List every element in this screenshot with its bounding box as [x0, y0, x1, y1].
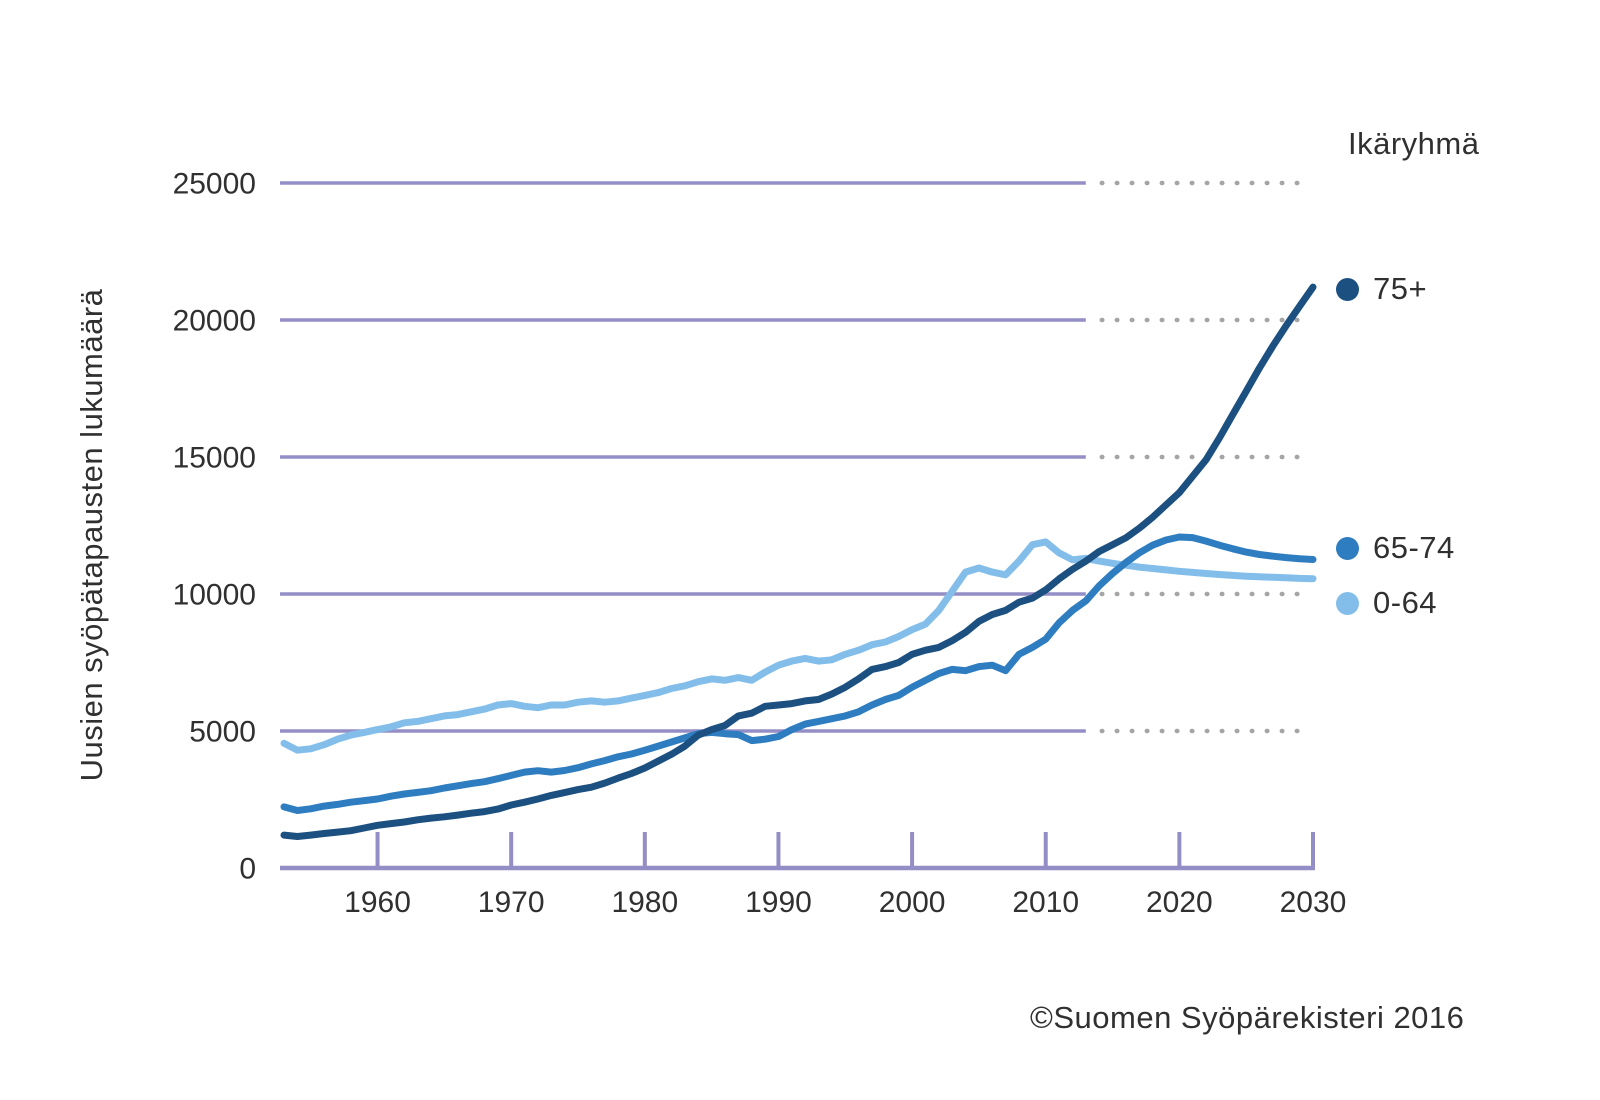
- legend-dot-65-74: [1336, 536, 1359, 560]
- series-line-75plus: [280, 283, 1317, 840]
- legend-item-75plus: 75+: [1336, 271, 1428, 306]
- y-tick-label-15000: 15000: [173, 442, 256, 475]
- legend-dot-75plus: [1336, 277, 1359, 301]
- x-tick-label-2010: 2010: [1012, 886, 1079, 919]
- y-tick-label-25000: 25000: [173, 168, 256, 201]
- legend-label-75plus: 75+: [1373, 271, 1428, 306]
- y-tick-label-5000: 5000: [189, 716, 256, 749]
- legend-label-65-74: 65-74: [1373, 530, 1455, 565]
- legend-title: Ikäryhmä: [1348, 126, 1480, 161]
- x-tick-label-1980: 1980: [611, 886, 678, 919]
- legend-dot-0-64: [1336, 591, 1359, 615]
- x-tick-label-1960: 1960: [344, 886, 411, 919]
- x-tick-label-2030: 2030: [1280, 886, 1347, 919]
- y-tick-label-10000: 10000: [173, 579, 256, 612]
- legend-item-65-74: 65-74: [1336, 530, 1455, 565]
- legend-item-0-64: 0-64: [1336, 585, 1438, 620]
- series-line-064: [280, 538, 1317, 754]
- series-line-6574: [280, 533, 1317, 814]
- legend-label-0-64: 0-64: [1373, 585, 1438, 620]
- x-tick-label-1990: 1990: [745, 886, 812, 919]
- x-tick-label-2000: 2000: [879, 886, 946, 919]
- y-axis-title: Uusien syöpätapausten lukumäärä: [74, 288, 109, 782]
- x-tick-label-2020: 2020: [1146, 886, 1213, 919]
- y-tick-label-0: 0: [239, 853, 256, 886]
- y-tick-label-20000: 20000: [173, 305, 256, 338]
- copyright-text: ©Suomen Syöpärekisteri 2016: [1030, 1000, 1465, 1035]
- x-tick-label-1970: 1970: [478, 886, 545, 919]
